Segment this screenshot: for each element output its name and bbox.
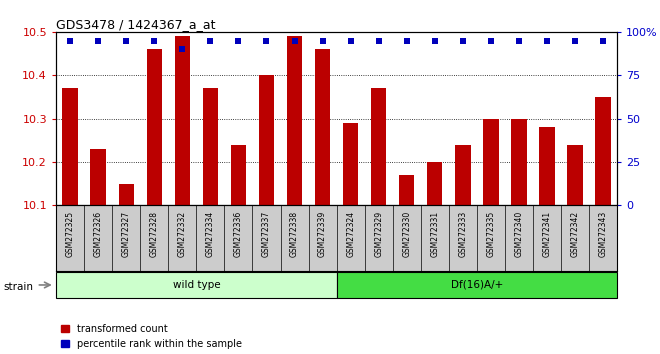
Bar [371,88,386,205]
Bar [483,119,498,205]
Point [177,46,187,52]
Text: GSM272328: GSM272328 [150,211,159,257]
Point [317,38,328,43]
Text: GSM272331: GSM272331 [430,211,440,257]
Point [513,38,524,43]
Text: GSM272327: GSM272327 [121,211,131,257]
Bar [315,49,330,205]
Bar [512,119,527,205]
Text: GSM272341: GSM272341 [543,211,552,257]
Point [65,38,75,43]
Point [121,38,131,43]
Text: GSM272335: GSM272335 [486,211,496,257]
Text: strain: strain [3,282,33,292]
FancyBboxPatch shape [56,272,337,298]
Text: wild type: wild type [172,280,220,290]
Point [430,38,440,43]
Bar [455,144,471,205]
Point [542,38,552,43]
Bar [175,36,190,205]
Text: GSM272342: GSM272342 [570,211,579,257]
Point [205,38,216,43]
Bar [231,144,246,205]
Text: GSM272334: GSM272334 [206,211,215,257]
Bar [539,127,554,205]
Bar [147,49,162,205]
Bar [595,97,611,205]
Bar [119,184,134,205]
Point [401,38,412,43]
Bar [343,123,358,205]
Point [233,38,244,43]
Text: GDS3478 / 1424367_a_at: GDS3478 / 1424367_a_at [56,18,216,31]
Bar [203,88,218,205]
Point [570,38,580,43]
Text: GSM272338: GSM272338 [290,211,299,257]
Point [598,38,609,43]
Point [93,38,104,43]
Text: GSM272336: GSM272336 [234,211,243,257]
Text: GSM272325: GSM272325 [65,211,75,257]
Text: GSM272333: GSM272333 [458,211,467,257]
Point [289,38,300,43]
Text: GSM272340: GSM272340 [514,211,523,257]
Text: GSM272339: GSM272339 [318,211,327,257]
Bar [287,36,302,205]
Text: Df(16)A/+: Df(16)A/+ [451,280,503,290]
Text: GSM272330: GSM272330 [402,211,411,257]
Point [149,38,160,43]
Text: GSM272329: GSM272329 [374,211,383,257]
Point [457,38,468,43]
Text: GSM272326: GSM272326 [94,211,103,257]
Point [486,38,496,43]
Point [374,38,384,43]
Text: GSM272324: GSM272324 [346,211,355,257]
Bar [259,75,274,205]
Legend: transformed count, percentile rank within the sample: transformed count, percentile rank withi… [61,324,242,349]
Text: GSM272337: GSM272337 [262,211,271,257]
Point [345,38,356,43]
Bar [63,88,78,205]
Point [261,38,272,43]
FancyBboxPatch shape [337,272,617,298]
Text: GSM272332: GSM272332 [178,211,187,257]
Text: GSM272343: GSM272343 [599,211,608,257]
Bar [399,175,414,205]
Bar [427,162,442,205]
Bar [90,149,106,205]
Bar [568,144,583,205]
